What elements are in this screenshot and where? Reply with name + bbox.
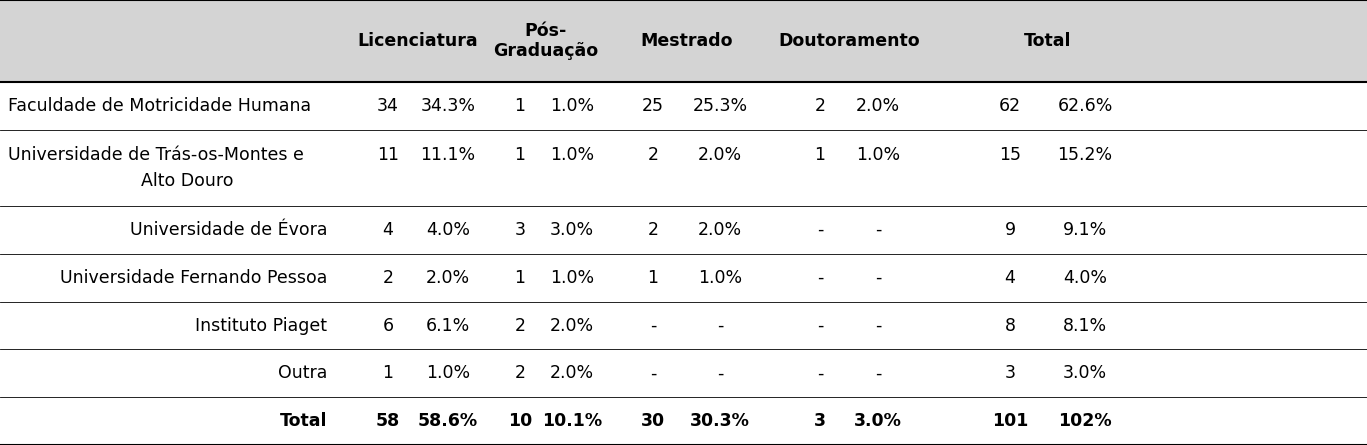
Text: -: - <box>716 364 723 382</box>
Text: 1.0%: 1.0% <box>550 97 595 115</box>
Text: -: - <box>649 364 656 382</box>
Text: -: - <box>875 364 882 382</box>
Text: Universidade de Trás-os-Montes e: Universidade de Trás-os-Montes e <box>8 146 303 164</box>
Text: 11: 11 <box>377 146 399 164</box>
Text: 1.0%: 1.0% <box>856 146 899 164</box>
Text: 2.0%: 2.0% <box>550 364 595 382</box>
Text: 2: 2 <box>514 316 525 335</box>
Text: 34.3%: 34.3% <box>421 97 476 115</box>
Text: Doutoramento: Doutoramento <box>778 32 920 50</box>
Text: 3.0%: 3.0% <box>1064 364 1107 382</box>
Text: 62: 62 <box>999 97 1021 115</box>
Text: Total: Total <box>279 412 327 430</box>
Text: 2: 2 <box>815 97 826 115</box>
Text: 2: 2 <box>383 269 394 287</box>
Text: -: - <box>716 316 723 335</box>
Text: 1.0%: 1.0% <box>699 269 742 287</box>
Text: 1: 1 <box>514 146 525 164</box>
Text: 1.0%: 1.0% <box>550 146 595 164</box>
Text: 2: 2 <box>648 221 659 239</box>
Text: 25: 25 <box>642 97 664 115</box>
Text: 2.0%: 2.0% <box>856 97 899 115</box>
Text: 1: 1 <box>514 97 525 115</box>
Text: 2.0%: 2.0% <box>699 146 742 164</box>
Text: 1.0%: 1.0% <box>550 269 595 287</box>
Text: -: - <box>817 316 823 335</box>
Text: 3.0%: 3.0% <box>854 412 902 430</box>
Text: Faculdade de Motricidade Humana: Faculdade de Motricidade Humana <box>8 97 312 115</box>
Text: 4: 4 <box>1005 269 1016 287</box>
Text: Outra: Outra <box>278 364 327 382</box>
Text: 34: 34 <box>377 97 399 115</box>
Text: 15.2%: 15.2% <box>1058 146 1113 164</box>
Text: 101: 101 <box>992 412 1028 430</box>
Text: 2: 2 <box>648 146 659 164</box>
Text: 6.1%: 6.1% <box>427 316 470 335</box>
Text: Alto Douro: Alto Douro <box>141 172 234 190</box>
Text: 62.6%: 62.6% <box>1057 97 1113 115</box>
Text: 1: 1 <box>815 146 826 164</box>
Text: 58.6%: 58.6% <box>418 412 478 430</box>
Text: 4.0%: 4.0% <box>1064 269 1107 287</box>
Text: -: - <box>875 316 882 335</box>
Text: -: - <box>875 269 882 287</box>
Text: 2.0%: 2.0% <box>550 316 595 335</box>
Text: 1: 1 <box>648 269 659 287</box>
Text: 58: 58 <box>376 412 401 430</box>
Text: 10: 10 <box>509 412 532 430</box>
Text: Mestrado: Mestrado <box>640 32 733 50</box>
Text: 3: 3 <box>1005 364 1016 382</box>
Text: 10.1%: 10.1% <box>541 412 601 430</box>
Text: -: - <box>875 221 882 239</box>
Text: 2: 2 <box>514 364 525 382</box>
Text: 3.0%: 3.0% <box>550 221 595 239</box>
Text: 9.1%: 9.1% <box>1064 221 1107 239</box>
Text: Pós-
Graduação: Pós- Graduação <box>493 22 599 61</box>
Text: 30: 30 <box>641 412 666 430</box>
Text: Universidade Fernando Pessoa: Universidade Fernando Pessoa <box>60 269 327 287</box>
Text: 3: 3 <box>813 412 826 430</box>
Text: 9: 9 <box>1005 221 1016 239</box>
Text: -: - <box>649 316 656 335</box>
Text: -: - <box>817 221 823 239</box>
Text: -: - <box>817 269 823 287</box>
Text: 1.0%: 1.0% <box>427 364 470 382</box>
Text: 1: 1 <box>514 269 525 287</box>
Text: 3: 3 <box>514 221 525 239</box>
Text: 15: 15 <box>999 146 1021 164</box>
Text: 2.0%: 2.0% <box>699 221 742 239</box>
Text: 30.3%: 30.3% <box>690 412 750 430</box>
Text: 102%: 102% <box>1058 412 1111 430</box>
Text: 4: 4 <box>383 221 394 239</box>
Bar <box>0 0 1367 82</box>
Text: Total: Total <box>1024 32 1072 50</box>
Text: Universidade de Évora: Universidade de Évora <box>130 221 327 239</box>
Text: 8: 8 <box>1005 316 1016 335</box>
Text: 25.3%: 25.3% <box>693 97 748 115</box>
Text: 2.0%: 2.0% <box>427 269 470 287</box>
Text: 8.1%: 8.1% <box>1064 316 1107 335</box>
Text: 11.1%: 11.1% <box>421 146 476 164</box>
Text: 4.0%: 4.0% <box>427 221 470 239</box>
Text: Instituto Piaget: Instituto Piaget <box>195 316 327 335</box>
Text: 6: 6 <box>383 316 394 335</box>
Text: -: - <box>817 364 823 382</box>
Text: Licenciatura: Licenciatura <box>358 32 478 50</box>
Text: 1: 1 <box>383 364 394 382</box>
